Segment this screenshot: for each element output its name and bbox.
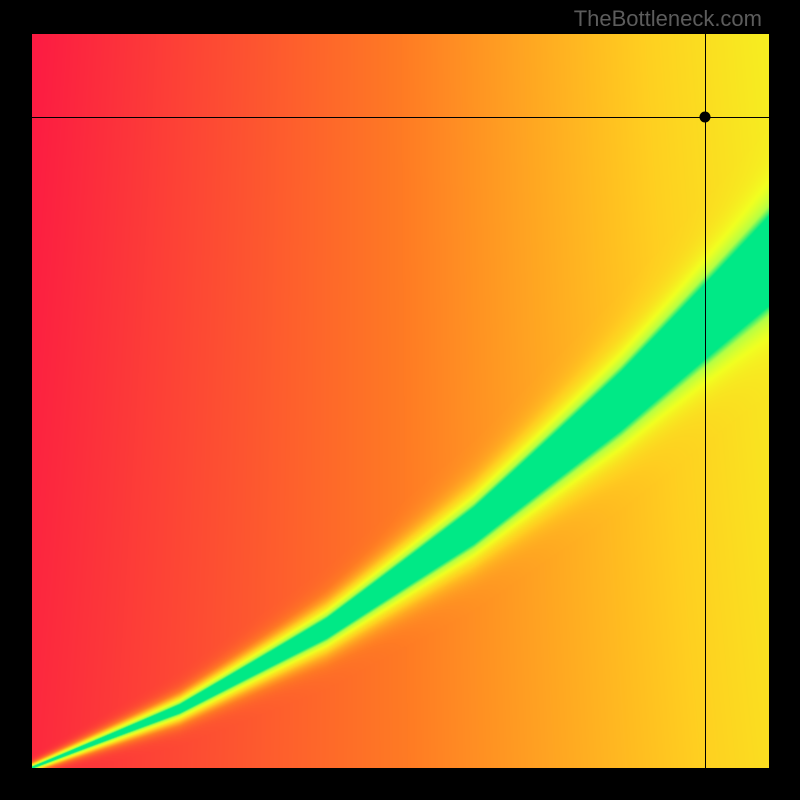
brand-watermark: TheBottleneck.com bbox=[574, 6, 762, 32]
heatmap-canvas bbox=[32, 34, 769, 768]
heatmap-plot-area bbox=[32, 34, 769, 768]
